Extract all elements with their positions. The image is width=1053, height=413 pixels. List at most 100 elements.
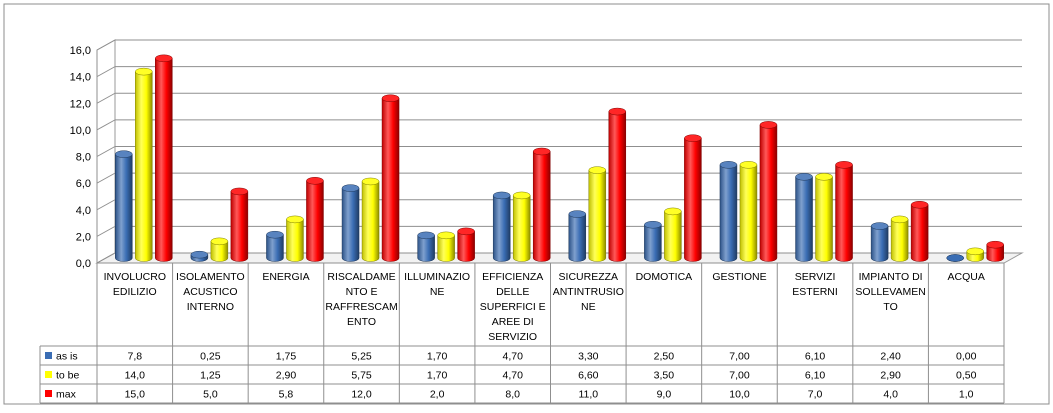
y-tick-label: 16,0 [70,45,91,57]
bar [910,201,929,262]
data-label: 7,0 [808,389,823,401]
bar [512,191,531,262]
bar [684,134,702,262]
data-table: INVOLUCRO EDILIZIO ISOLAMENTO ACUSTICO INTER… [39,262,1005,404]
bar [759,121,778,262]
data-label: 0,25 [200,351,221,363]
data-label: 5,25 [351,351,372,363]
data-label: 15,0 [125,389,146,401]
data-label: 10,0 [729,389,750,401]
data-label: 5,0 [203,389,218,401]
category-label: INVOLUCRO EDILIZIO [104,271,166,298]
data-label: 1,25 [200,370,221,382]
category-label: ILLUMINAZIO NE [404,271,470,298]
category-label: GESTIONE [712,271,766,283]
chart-border [3,3,1050,405]
gridline-side [96,66,116,78]
data-label: 1,70 [427,351,448,363]
bar [361,177,380,262]
data-label: 1,0 [959,389,974,401]
bar [381,94,400,262]
gridline-side [96,225,116,237]
bar [532,147,551,262]
bar [644,220,662,262]
gridline-side [96,119,116,131]
gridline-side [96,199,116,211]
bar [457,227,475,262]
data-label: 7,8 [127,351,142,363]
data-label: 7,00 [729,370,750,382]
legend-swatch [45,390,52,397]
category-label: DOMOTICA [636,271,693,283]
y-tick-label: 4,0 [76,205,91,217]
y-tick-label: 10,0 [70,125,91,137]
category-label: SICUREZZA ANTINTRUSIO NE [553,271,624,313]
gridline-side [96,39,116,51]
gridline-side [96,146,116,157]
data-label: 6,60 [578,370,599,382]
bar [719,161,738,262]
data-label: 4,70 [502,370,523,382]
bars-layer [115,54,1004,262]
category-label: ACQUA [948,271,985,283]
data-label: 2,90 [276,370,297,382]
bar [588,166,607,262]
bar [230,187,249,262]
legend-swatch [45,352,52,359]
bar [417,231,435,262]
bar [966,247,984,262]
bar [155,54,173,262]
y-tick-label: 12,0 [70,98,91,110]
bar [437,231,455,262]
legend-label: as is [56,351,78,363]
gridline-side [96,92,116,104]
bar [664,207,682,262]
data-label: 8,0 [505,389,520,401]
bar [986,240,1004,262]
category-label: EFFICIENZA DELLE SUPERFICI E AREE DI SERVIZI… [480,271,546,343]
data-label: 3,30 [578,351,599,363]
bar [739,161,758,262]
bar [190,250,209,262]
category-label: SERVIZI ESTERNI [792,271,838,298]
data-label: 6,10 [805,351,826,363]
data-label: 6,10 [805,370,826,382]
legend-label: max [56,389,77,401]
data-label: 1,75 [276,351,297,363]
bar [890,215,909,262]
bar [266,230,284,262]
data-label: 12,0 [351,389,372,401]
data-label: 4,70 [502,351,523,363]
bar [306,177,324,262]
y-tick-label: 0,0 [76,258,91,270]
gridline-side [96,172,116,184]
category-label: RISCALDAME NTO E RAFFRESCAM ENTO [325,271,397,328]
bar [286,215,304,262]
data-label: 2,40 [880,351,901,363]
category-label: ENERGIA [262,271,309,283]
bar [608,107,627,262]
data-label: 5,75 [351,370,372,382]
data-label: 2,90 [880,370,901,382]
bar [210,237,229,262]
data-label: 14,0 [125,370,146,382]
data-label: 4,0 [883,389,898,401]
data-label: 1,70 [427,370,448,382]
bar [492,191,511,262]
bar [115,150,133,262]
data-label: 5,8 [279,389,294,401]
bar [341,184,360,262]
data-label: 7,00 [729,351,750,363]
data-label: 11,0 [578,389,598,401]
y-tick-label: 8,0 [76,152,91,164]
legend-swatch [45,371,52,378]
y-tick-label: 14,0 [70,72,91,84]
bar [946,254,964,262]
y-tick-label: 6,0 [76,178,91,190]
bar [815,173,833,262]
data-label: 0,50 [956,370,977,382]
legend-label: to be [56,370,80,382]
y-tick-label: 2,0 [76,231,91,243]
